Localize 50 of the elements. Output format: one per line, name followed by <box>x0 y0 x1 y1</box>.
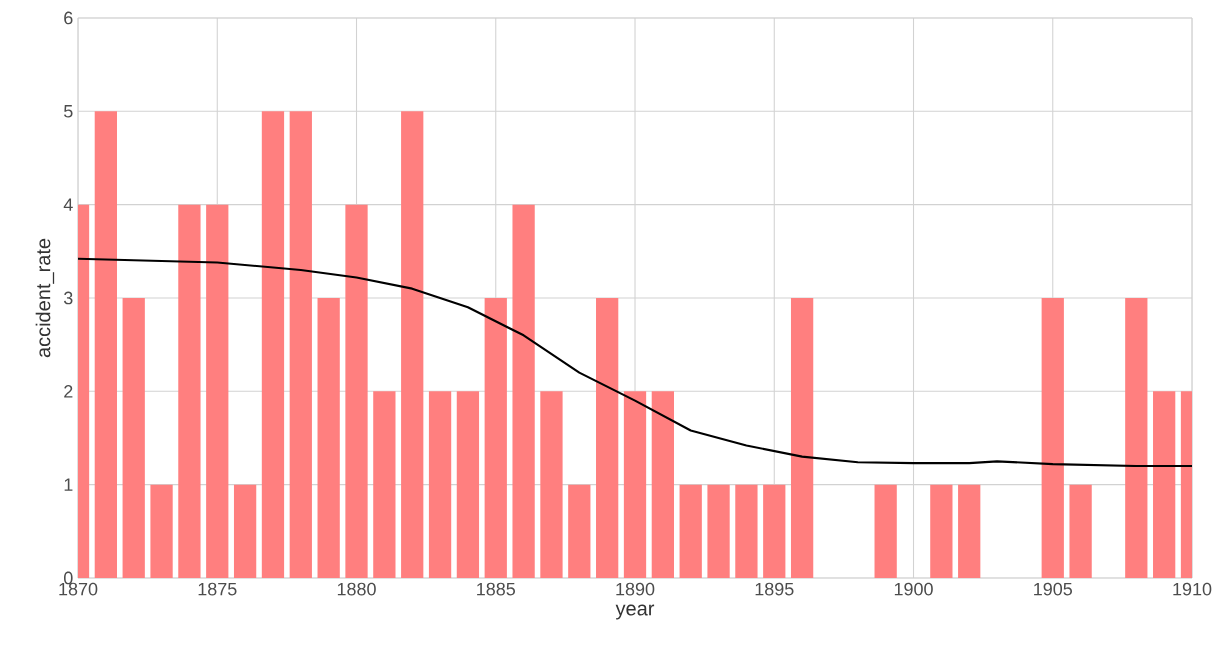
y-axis-title: accident_rate <box>35 238 55 358</box>
bar <box>1041 297 1064 578</box>
bar <box>1125 297 1148 578</box>
y-tick-label: 2 <box>64 385 73 398</box>
bar <box>317 297 340 578</box>
bar <box>568 484 591 578</box>
x-tick-label: 1875 <box>198 582 237 596</box>
bar <box>289 111 312 578</box>
y-tick-label: 3 <box>63 291 73 305</box>
bar <box>345 204 368 578</box>
bar <box>150 484 173 578</box>
bar <box>122 297 145 578</box>
line-series <box>78 257 1193 468</box>
bar <box>1153 391 1176 578</box>
bar <box>94 111 117 578</box>
bar <box>596 297 619 578</box>
bar <box>679 484 702 578</box>
bar <box>428 391 452 578</box>
bar <box>707 484 730 578</box>
bar <box>790 297 814 578</box>
x-tick-label: 1910 <box>1173 582 1212 596</box>
bar <box>512 204 535 578</box>
x-axis-title: year <box>615 604 655 620</box>
y-tick-label: 6 <box>64 11 73 25</box>
bar <box>373 391 396 578</box>
bar <box>1069 484 1092 578</box>
bar <box>623 391 647 578</box>
x-tick-label: 1890 <box>616 582 655 596</box>
bar <box>178 204 201 578</box>
x-tick-label: 1880 <box>337 582 376 596</box>
bar <box>874 484 897 578</box>
bar <box>930 484 953 578</box>
bar <box>763 484 786 578</box>
x-tick-label: 1900 <box>894 582 933 596</box>
bar <box>958 484 981 578</box>
bar <box>484 297 507 578</box>
bar <box>735 484 758 578</box>
bar <box>401 111 424 578</box>
x-tick-label: 1905 <box>1034 582 1073 596</box>
x-tick-label: 1885 <box>477 582 516 596</box>
bar <box>456 391 480 578</box>
bar <box>651 391 674 578</box>
y-tick-label: 1 <box>64 478 73 491</box>
bar <box>540 391 563 578</box>
bar <box>233 484 257 578</box>
y-tick-label: 4 <box>63 198 73 211</box>
x-tick-label: 1895 <box>755 582 794 596</box>
y-tick-label: 5 <box>64 105 73 118</box>
bar <box>206 204 229 578</box>
bar <box>261 111 285 578</box>
